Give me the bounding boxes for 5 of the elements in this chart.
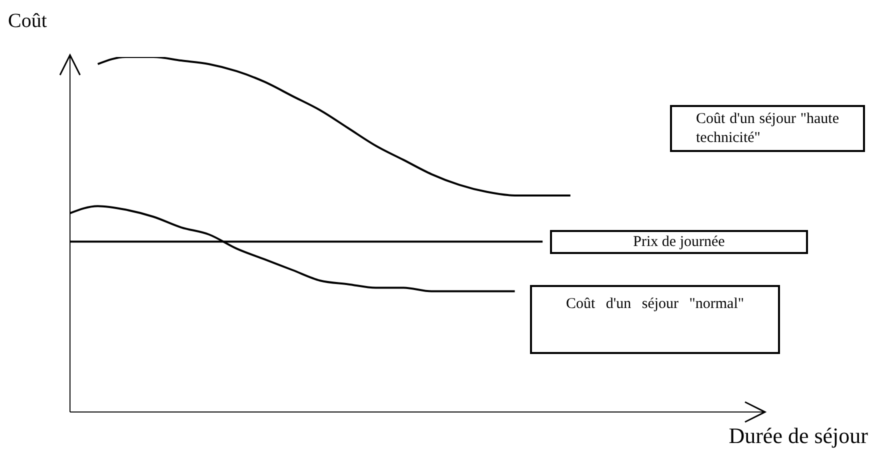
x-axis-title: Durée de séjour <box>728 423 868 449</box>
text-box: Coût d'un séjour "normal" <box>530 285 780 354</box>
y-axis-title: Coût <box>8 10 47 33</box>
text-box: Coût d'un séjour "haute technicité" <box>670 105 865 152</box>
text-box: Prix de journée <box>550 230 808 254</box>
